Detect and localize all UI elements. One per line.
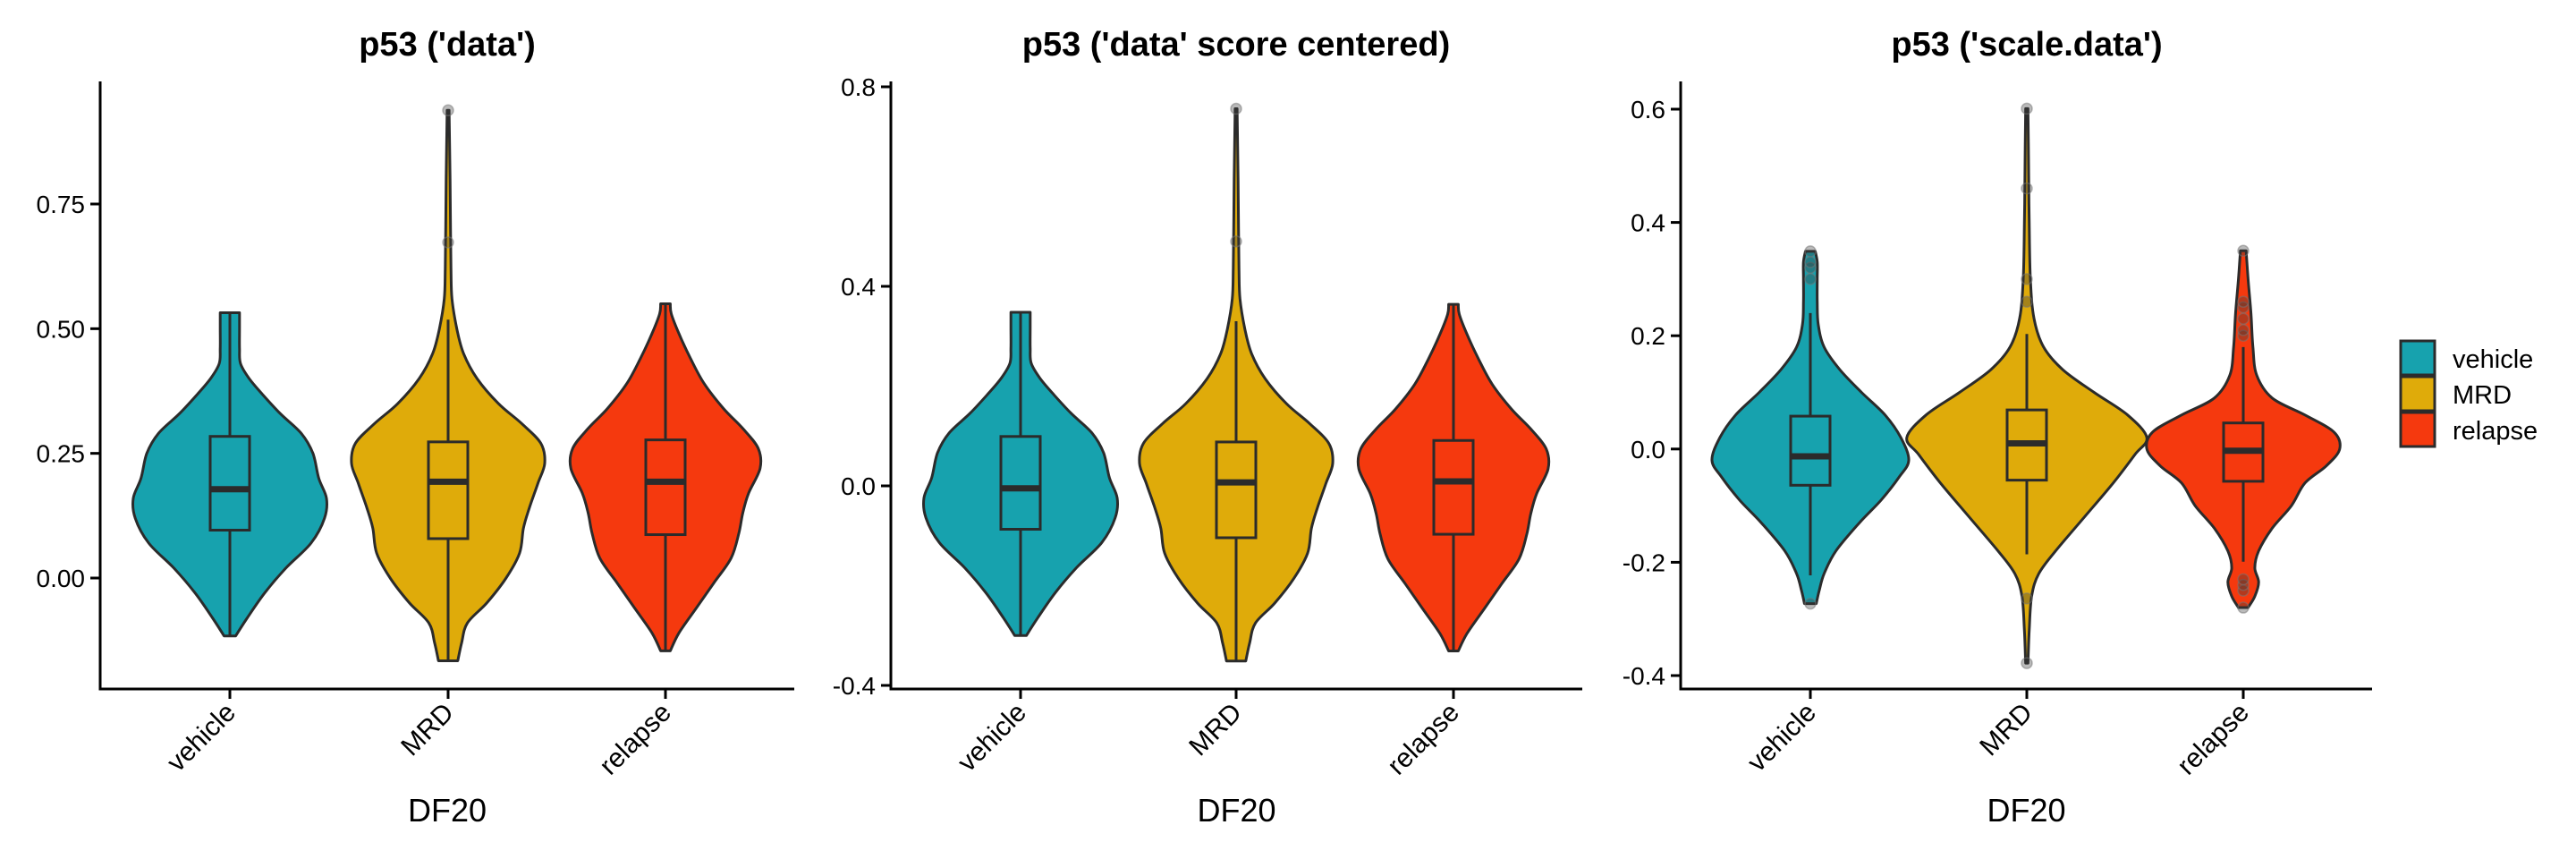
x-axis-title: DF20 xyxy=(1197,792,1275,829)
violin-group-vehicle xyxy=(921,310,1120,637)
legend: vehicle MRD relapse xyxy=(2399,339,2538,448)
y-tick-label: 0.75 xyxy=(37,191,86,218)
y-tick-label: 0.25 xyxy=(37,440,86,468)
outlier-point xyxy=(2237,324,2250,336)
outlier-point xyxy=(1230,235,1242,248)
legend-label-vehicle: vehicle xyxy=(2453,345,2533,374)
y-tick-label: -0.4 xyxy=(833,672,876,700)
y-tick-label: -0.2 xyxy=(1623,549,1665,576)
y-tick-label: 0.6 xyxy=(1631,96,1665,123)
violin-group-mrd xyxy=(350,104,547,662)
y-tick-label: 0.8 xyxy=(841,73,876,101)
x-tick-label-relapse: relapse xyxy=(2172,698,2255,781)
x-tick-label-mrd: MRD xyxy=(395,698,460,762)
box-iqr xyxy=(1432,438,1475,536)
violin-group-mrd xyxy=(1138,102,1335,663)
chart-title: p53 ('scale.data') xyxy=(1891,26,2162,64)
box-iqr xyxy=(208,435,251,532)
legend-label-relapse: relapse xyxy=(2453,417,2538,446)
outlier-point xyxy=(2237,312,2250,325)
x-tick-label-vehicle: vehicle xyxy=(953,698,1032,778)
y-tick-label: 0.50 xyxy=(37,315,86,343)
x-tick-label-vehicle: vehicle xyxy=(1742,698,1822,778)
outlier-point xyxy=(2021,273,2033,285)
x-axis-title: DF20 xyxy=(408,792,487,829)
outlier-point xyxy=(2021,295,2033,308)
outlier-point xyxy=(1804,273,1817,285)
outlier-point xyxy=(2021,657,2033,669)
x-tick-label-mrd: MRD xyxy=(1183,698,1248,762)
outlier-point xyxy=(2021,182,2033,195)
violin-group-vehicle xyxy=(1710,245,1911,610)
box-iqr xyxy=(644,438,687,537)
y-tick-label: 0.0 xyxy=(841,472,876,500)
y-tick-label: -0.4 xyxy=(1623,662,1665,690)
y-tick-label: 0.2 xyxy=(1631,322,1665,350)
violin-group-relapse xyxy=(2145,244,2342,614)
panel-data: p53 ('data') 0.00 0.25 0.50 0.75 vehicle MRD re… xyxy=(37,26,794,829)
y-tick-label: 0.0 xyxy=(1631,436,1665,464)
outlier-point xyxy=(2237,295,2250,308)
legend-key-vehicle xyxy=(2399,339,2436,377)
violin-group-relapse xyxy=(568,302,763,652)
box-iqr xyxy=(427,440,470,540)
y-tick-label: 0.4 xyxy=(841,273,876,301)
chart-title: p53 ('data') xyxy=(359,26,536,64)
x-tick-label-relapse: relapse xyxy=(1382,698,1465,781)
outlier-point xyxy=(2237,601,2250,614)
x-tick-label-relapse: relapse xyxy=(594,698,677,781)
violin-group-relapse xyxy=(1356,302,1551,652)
x-axis-title: DF20 xyxy=(1987,792,2065,829)
panel-data-score-centered: p53 ('data' score centered) -0.4 0.0 0.4 0.8… xyxy=(833,26,1582,829)
outlier-point xyxy=(2237,244,2250,257)
legend-label-mrd: MRD xyxy=(2453,381,2512,410)
outlier-point xyxy=(1804,245,1817,258)
outlier-point xyxy=(2021,102,2033,115)
panel-scale-data: p53 ('scale.data') -0.4 -0.2 0.0 0.2 0.4 0.6 ve… xyxy=(1623,26,2372,829)
outlier-point xyxy=(2237,573,2250,586)
outlier-point xyxy=(442,236,454,249)
legend-key-mrd xyxy=(2399,375,2436,412)
outlier-point xyxy=(1804,256,1817,268)
outlier-point xyxy=(2021,592,2033,605)
box-iqr xyxy=(1215,440,1258,540)
x-tick-label-vehicle: vehicle xyxy=(162,698,242,778)
violin-group-mrd xyxy=(1905,102,2148,669)
y-tick-label: 0.00 xyxy=(37,565,86,592)
x-tick-label-mrd: MRD xyxy=(1974,698,2038,762)
legend-key-relapse xyxy=(2399,411,2436,448)
outlier-point xyxy=(1230,102,1242,115)
box-iqr xyxy=(1789,414,1832,487)
violin-group-vehicle xyxy=(131,311,329,638)
outlier-point xyxy=(442,104,454,116)
outlier-point xyxy=(1804,597,1817,610)
chart-title: p53 ('data' score centered) xyxy=(1022,26,1450,64)
y-tick-label: 0.4 xyxy=(1631,209,1665,237)
box-iqr xyxy=(999,435,1042,532)
